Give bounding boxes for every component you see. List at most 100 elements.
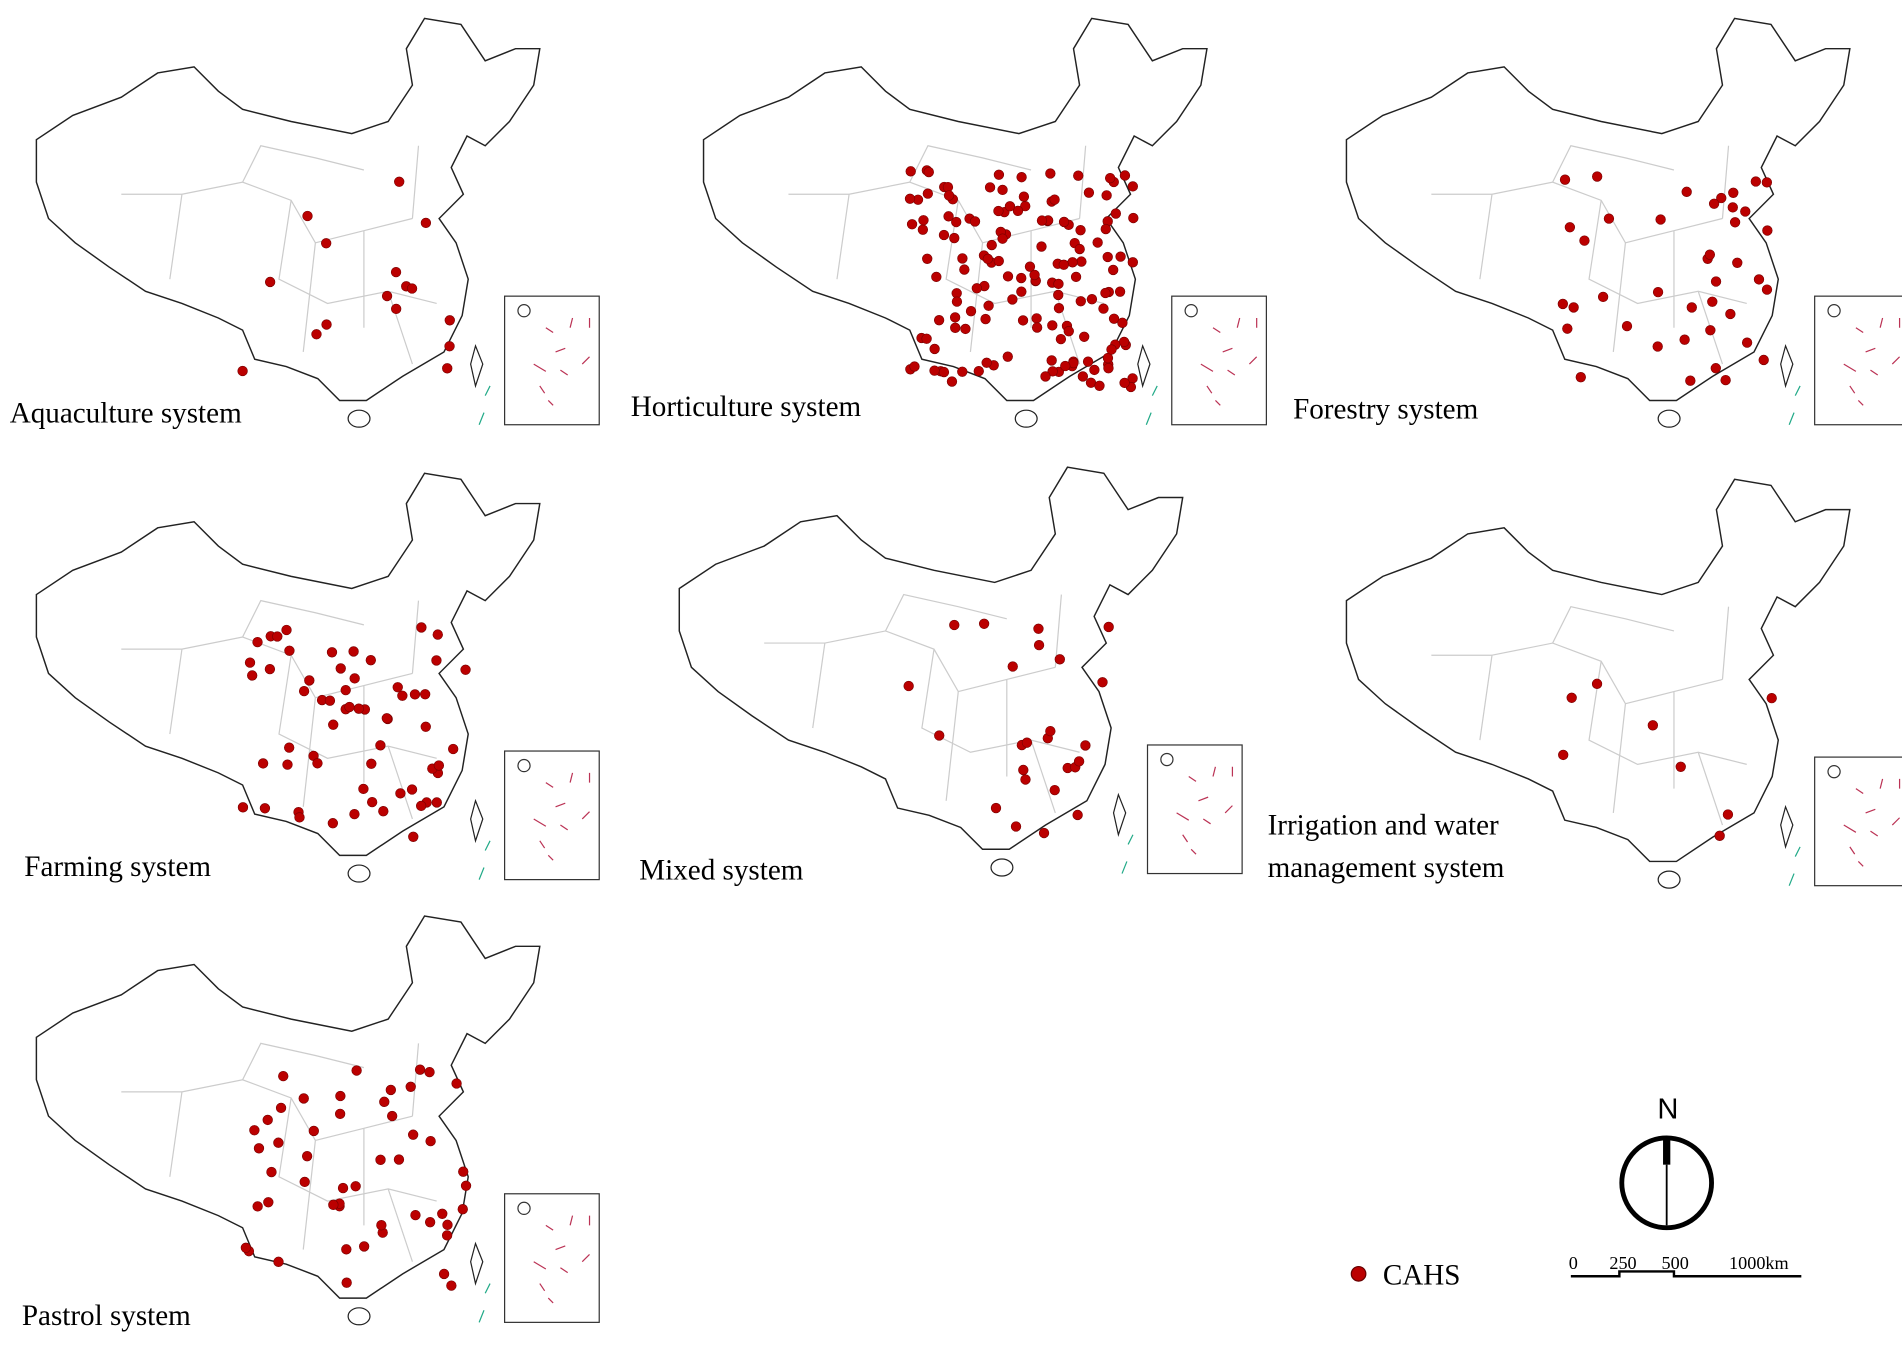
site-dot <box>1017 315 1029 326</box>
site-dot <box>1685 375 1696 386</box>
site-dot <box>938 229 950 241</box>
site-dot <box>1110 208 1122 219</box>
site-dot <box>406 784 418 795</box>
site-dot <box>951 216 962 228</box>
site-dot <box>917 224 929 235</box>
site-dot <box>904 193 916 204</box>
panel-label: Mixed system <box>639 855 803 887</box>
site-dot <box>441 1230 453 1241</box>
site-dot <box>424 1217 436 1228</box>
site-dot <box>1083 187 1095 198</box>
site-dot <box>922 253 933 264</box>
site-dot <box>308 1125 319 1137</box>
map-panel <box>35 17 600 428</box>
panel-label: management system <box>1268 852 1505 884</box>
site-dot <box>1053 289 1064 301</box>
site-dot <box>1762 225 1773 236</box>
site-dot <box>257 758 269 769</box>
site-dot <box>1753 274 1765 285</box>
site-dot <box>321 319 332 330</box>
site-dot <box>1117 317 1128 328</box>
site-dot <box>1049 784 1060 796</box>
china-outline <box>678 466 1243 877</box>
site-dot <box>1007 294 1018 305</box>
site-dot <box>1686 302 1697 313</box>
site-dot <box>1704 249 1716 260</box>
site-dot <box>272 631 283 642</box>
site-dot <box>993 169 1005 180</box>
site-dot <box>969 216 981 227</box>
site-dot <box>448 743 459 755</box>
site-dot <box>934 730 945 741</box>
site-dot <box>903 680 914 692</box>
site-dot <box>1045 725 1056 737</box>
site-dot <box>1728 187 1739 198</box>
site-dot <box>326 647 338 658</box>
site-dot <box>1046 355 1057 366</box>
site-dot <box>1063 326 1074 337</box>
map-panel <box>35 915 600 1326</box>
site-dot <box>358 783 369 795</box>
site-dot <box>273 1256 284 1267</box>
site-dot <box>304 675 315 686</box>
site-dot <box>943 190 955 201</box>
site-dot <box>311 329 322 340</box>
site-dot <box>409 689 421 700</box>
site-dot <box>1591 678 1603 689</box>
site-dot <box>438 1268 450 1280</box>
site-dot <box>997 184 1008 196</box>
site-dot <box>442 363 453 374</box>
panel-label: Pastrol system <box>22 1300 191 1332</box>
site-dot <box>252 1201 263 1212</box>
site-dot <box>349 808 360 820</box>
site-dot <box>249 1125 260 1136</box>
site-dot <box>263 1197 274 1208</box>
site-dot <box>341 1277 352 1288</box>
site-dot <box>957 253 968 264</box>
site-dot <box>275 1102 287 1114</box>
site-dot <box>1740 206 1751 217</box>
site-dot <box>978 618 990 629</box>
site-dot <box>335 663 346 674</box>
site-dot <box>1710 276 1722 287</box>
site-dot <box>1086 294 1098 305</box>
site-dot <box>1054 654 1065 665</box>
site-dot <box>424 1066 435 1078</box>
site-dot <box>951 296 963 307</box>
site-dot <box>946 376 958 387</box>
site-dot <box>312 758 323 769</box>
site-dot <box>1094 380 1105 391</box>
site-dot <box>1562 323 1573 334</box>
site-dot <box>1675 761 1686 772</box>
site-dot <box>1708 198 1720 209</box>
site-dot <box>1564 222 1576 233</box>
site-dot <box>460 1180 472 1191</box>
site-dot <box>1029 269 1040 281</box>
site-dot <box>252 636 263 648</box>
site-dot <box>1053 278 1064 290</box>
site-dot <box>960 323 971 335</box>
site-dot <box>420 689 431 700</box>
site-dot <box>416 800 427 812</box>
site-dot <box>973 365 984 377</box>
site-dot <box>1655 214 1666 225</box>
site-dot <box>247 670 258 681</box>
site-dot <box>905 166 916 177</box>
map-panel <box>1345 17 1902 428</box>
site-dot <box>392 682 403 693</box>
site-dot <box>328 719 339 730</box>
site-dot <box>1073 170 1084 181</box>
site-dot <box>237 365 248 377</box>
site-dot <box>328 1199 339 1210</box>
site-dot <box>420 217 432 229</box>
site-dot <box>1075 225 1086 236</box>
site-dot <box>1119 170 1131 181</box>
site-dot <box>301 1151 313 1162</box>
site-dot <box>284 742 295 753</box>
site-dot <box>938 366 950 378</box>
site-dot <box>1714 830 1725 841</box>
site-dot <box>444 341 455 352</box>
site-dot <box>327 818 339 829</box>
site-dot <box>266 1166 277 1178</box>
